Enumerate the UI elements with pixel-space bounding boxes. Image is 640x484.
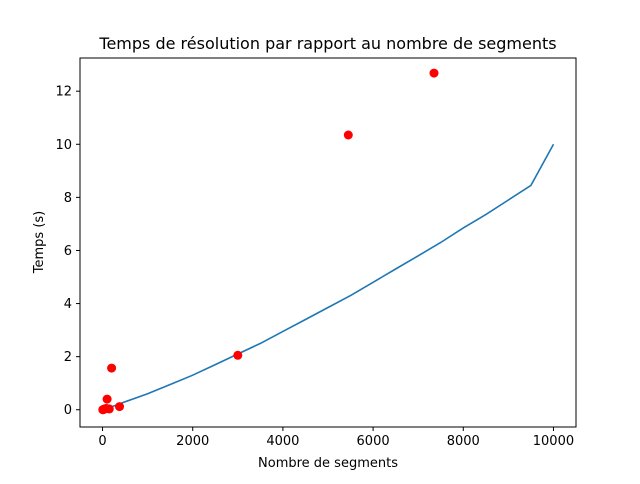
y-tick-label: 2 — [64, 350, 72, 365]
x-tick-label: 0 — [98, 434, 106, 449]
y-tick-label: 10 — [55, 138, 72, 153]
y-tick-label: 8 — [64, 191, 72, 206]
chart-title: Temps de résolution par rapport au nombr… — [98, 34, 556, 53]
x-tick-label: 6000 — [357, 434, 390, 449]
y-axis: 0 2 4 6 8 10 12 — [55, 85, 80, 418]
y-tick-label: 6 — [64, 244, 72, 259]
y-tick-label: 4 — [64, 297, 72, 312]
plot-frame — [79, 57, 577, 428]
y-tick-label: 12 — [55, 85, 72, 100]
x-tick-label: 8000 — [447, 434, 480, 449]
x-tick-label: 2000 — [176, 434, 209, 449]
y-tick-label: 0 — [64, 403, 72, 418]
data-point — [233, 350, 243, 360]
data-point — [429, 68, 439, 78]
data-point — [115, 402, 124, 412]
y-axis-label: Temps (s) — [32, 211, 47, 274]
data-point — [104, 404, 114, 414]
fit-curve-line — [102, 143, 555, 411]
x-tick-label: 10000 — [533, 434, 574, 449]
x-axis-label: Nombre de segments — [258, 456, 398, 471]
x-tick-label: 4000 — [266, 434, 299, 449]
data-point — [343, 130, 353, 140]
data-point — [102, 394, 112, 404]
plot-area — [98, 68, 555, 415]
x-axis: 0 2000 4000 6000 8000 10000 — [98, 427, 574, 449]
data-point — [107, 363, 117, 373]
